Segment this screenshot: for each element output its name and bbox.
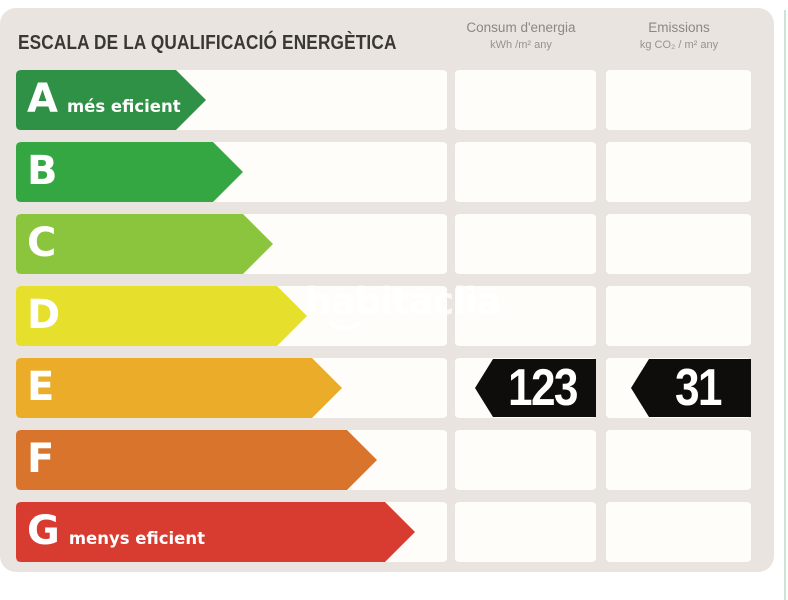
emissions-cell xyxy=(606,214,751,274)
emissions-cell xyxy=(606,286,751,346)
rating-cell-e: E xyxy=(16,358,447,418)
rating-letter: C xyxy=(27,220,57,267)
rating-bar-text: B xyxy=(27,151,58,191)
certificate-panel: ESCALA DE LA QUALIFICACIÓ ENERGÈTICA Con… xyxy=(0,8,774,572)
emissions-value-badge: 31 xyxy=(631,359,751,417)
rating-letter: B xyxy=(27,148,58,195)
consumption-header-label: Consum d'energia xyxy=(466,20,576,35)
rating-bar-text: C xyxy=(27,223,56,263)
rating-bar-d xyxy=(16,286,307,346)
rating-row-c: C xyxy=(0,214,774,274)
emissions-cell: 31 xyxy=(606,358,751,418)
rating-bar-c xyxy=(16,214,273,274)
consumption-cell xyxy=(455,430,596,490)
emissions-cell xyxy=(606,142,751,202)
consumption-column-header: Consum d'energia kWh /m² any xyxy=(445,20,597,51)
consumption-cell xyxy=(455,502,596,562)
rating-row-e: E 123 31 xyxy=(0,358,774,418)
consumption-cell xyxy=(455,214,596,274)
consumption-value-badge: 123 xyxy=(475,359,596,417)
rating-bar-text: F xyxy=(27,439,54,479)
emissions-header-unit: kg CO₂ / m² any xyxy=(639,39,719,51)
emissions-column-header: Emissions kg CO₂ / m² any xyxy=(604,20,754,51)
rating-cell-c: C xyxy=(16,214,447,274)
rating-letter: F xyxy=(27,436,55,483)
rating-row-b: B xyxy=(0,142,774,202)
rating-row-d: D xyxy=(0,286,774,346)
consumption-cell: 123 xyxy=(455,358,596,418)
consumption-value: 123 xyxy=(508,359,578,417)
rating-cell-b: B xyxy=(16,142,447,202)
emissions-cell xyxy=(606,430,751,490)
rating-label: més eficient xyxy=(66,97,181,117)
rating-bar-b xyxy=(16,142,243,202)
emissions-value: 31 xyxy=(675,359,722,417)
rating-letter: D xyxy=(27,292,61,339)
rating-label: menys eficient xyxy=(68,529,205,549)
right-edge-border xyxy=(784,10,786,600)
consumption-cell xyxy=(455,286,596,346)
rating-bar-e xyxy=(16,358,342,418)
rating-cell-f: F xyxy=(16,430,447,490)
page-title: ESCALA DE LA QUALIFICACIÓ ENERGÈTICA xyxy=(18,32,397,54)
rating-row-f: F xyxy=(0,430,774,490)
emissions-cell xyxy=(606,502,751,562)
rating-bar-g xyxy=(16,502,415,562)
rating-letter: E xyxy=(27,364,55,411)
emissions-header-label: Emissions xyxy=(648,20,710,35)
consumption-header-unit: kWh /m² any xyxy=(490,39,552,51)
consumption-cell xyxy=(455,142,596,202)
emissions-cell xyxy=(606,70,751,130)
rating-bar-text: D xyxy=(27,295,60,335)
rating-letter: A xyxy=(27,76,58,123)
rating-bar-text: E xyxy=(27,367,54,407)
rating-cell-d: D xyxy=(16,286,447,346)
rating-bar-a xyxy=(16,70,206,130)
rating-bar-f xyxy=(16,430,377,490)
consumption-cell xyxy=(455,70,596,130)
rating-letter: G xyxy=(27,508,60,555)
